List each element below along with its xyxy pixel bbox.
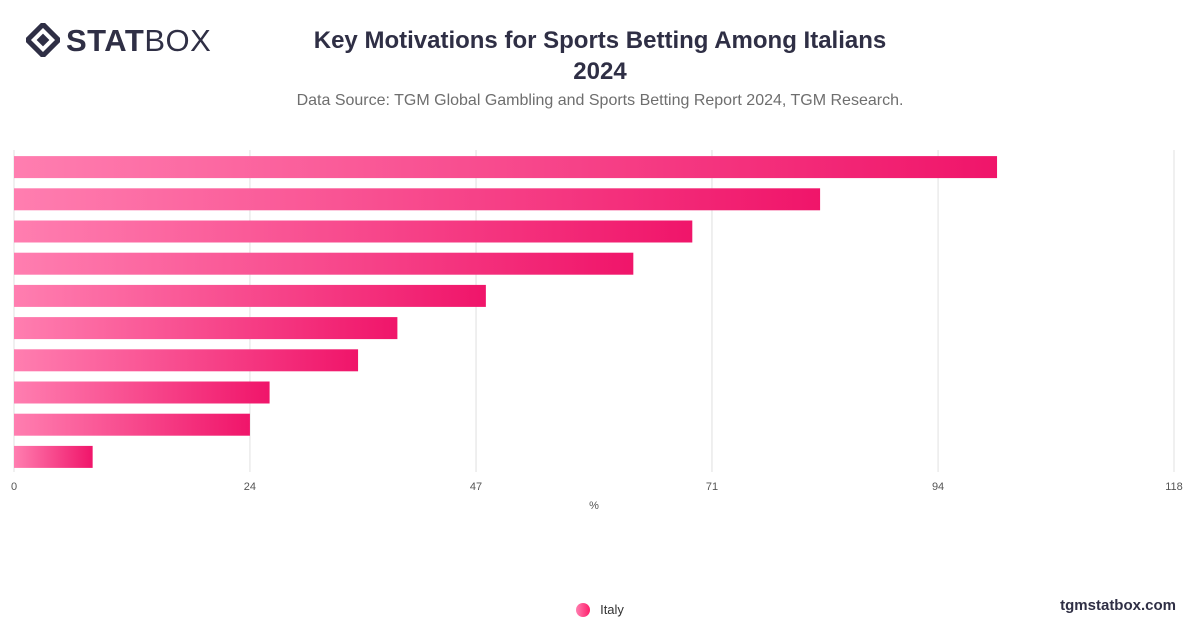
- legend-marker-italy[interactable]: [576, 602, 591, 617]
- bar-7[interactable]: [14, 349, 359, 372]
- footer-url[interactable]: tgmstatbox.com: [1060, 597, 1176, 614]
- bar-8[interactable]: [14, 381, 270, 404]
- x-tick-label: 47: [470, 481, 482, 493]
- diamond-icon: [26, 23, 60, 57]
- bar-5[interactable]: [14, 284, 486, 307]
- bar-1[interactable]: [14, 156, 998, 179]
- chart-title-line1: Key Motivations for Sports Betting Among…: [313, 27, 887, 54]
- bars: [14, 156, 998, 468]
- bar-10[interactable]: [14, 445, 93, 468]
- chart-title-line2: 2024: [573, 58, 627, 85]
- chart-subtitle: Data Source: TGM Global Gambling and Spo…: [296, 92, 904, 109]
- logo-text-light: BOX: [144, 22, 212, 58]
- bar-6[interactable]: [14, 317, 398, 340]
- bar-9[interactable]: [14, 413, 250, 436]
- x-tick-label: 94: [932, 481, 944, 493]
- x-tick-label: 0: [11, 481, 17, 493]
- x-axis-label: %: [589, 500, 599, 512]
- bar-4[interactable]: [14, 252, 634, 275]
- bar-3[interactable]: [14, 220, 693, 243]
- logo-text-bold: STAT: [66, 22, 145, 58]
- x-tick-label: 24: [244, 481, 256, 493]
- statbox-logo: STATBOX: [26, 22, 211, 58]
- bar-2[interactable]: [14, 188, 821, 211]
- x-tick-label: 118: [1165, 481, 1183, 493]
- legend-label-italy[interactable]: Italy: [600, 602, 624, 617]
- x-axis-ticks: 0 24 47 71 94 118: [11, 481, 1183, 493]
- x-tick-label: 71: [706, 481, 718, 493]
- chart-title: Key Motivations for Sports Betting Among…: [250, 25, 950, 87]
- bar-chart: 0 24 47 71 94 118 %: [11, 150, 1183, 512]
- legend: Italy: [0, 602, 1200, 617]
